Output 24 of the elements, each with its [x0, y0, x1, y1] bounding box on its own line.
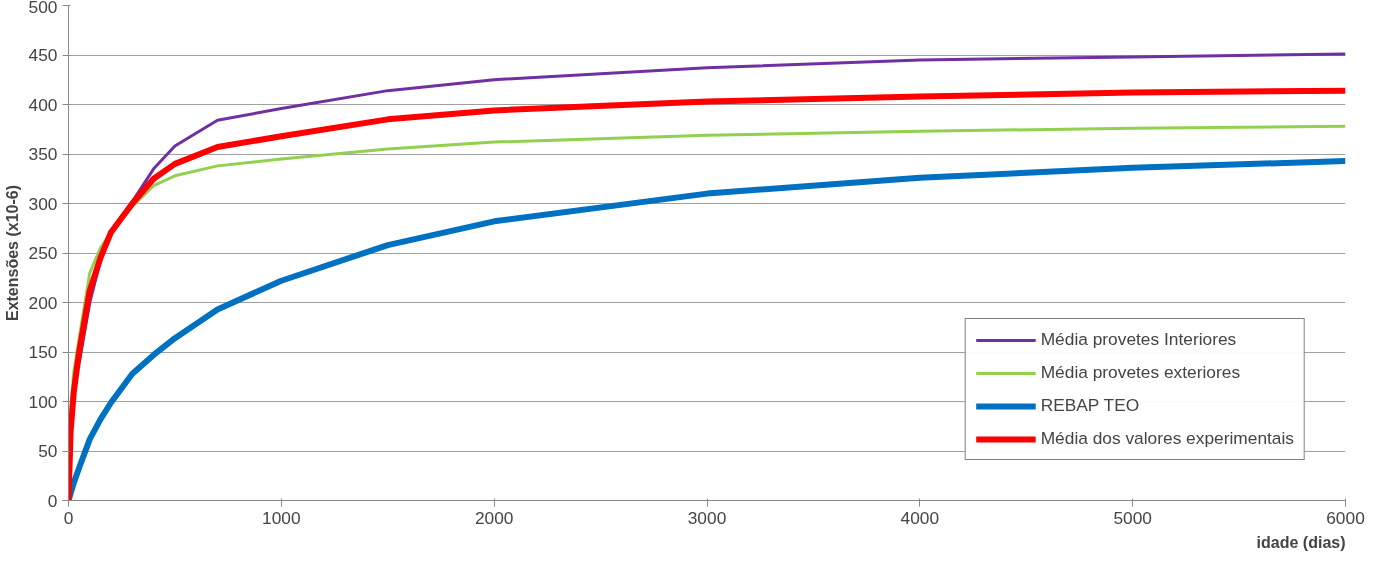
y-tick-label: 150	[28, 342, 58, 362]
y-tick-label: 100	[28, 391, 58, 412]
x-tick-label: 4000	[900, 507, 940, 528]
y-tick-label: 450	[28, 45, 58, 65]
y-tick-label: 500	[28, 0, 58, 17]
y-axis-title: Extensões (x10-6)	[3, 184, 21, 322]
legend-label: REBAP TEO	[1040, 395, 1140, 416]
x-tick-label: 2000	[474, 507, 514, 528]
legend-label: Média provetes exteriores	[1040, 362, 1241, 383]
legend-label: Média dos valores experimentais	[1040, 428, 1294, 449]
y-tick-label: 200	[28, 292, 58, 313]
y-tick-label: 350	[28, 144, 58, 164]
x-axis-title: idade (dias)	[1256, 533, 1346, 551]
x-tick-label: 1000	[262, 507, 301, 528]
x-tick-label: 5000	[1113, 507, 1152, 528]
y-tick-label: 0	[47, 490, 58, 511]
y-tick-label: 300	[28, 193, 58, 214]
x-tick-label: 0	[63, 507, 74, 528]
legend-label: Média provetes Interiores	[1040, 329, 1237, 350]
y-tick-label: 250	[28, 243, 58, 263]
x-tick-label: 3000	[687, 507, 727, 528]
y-tick-label: 50	[38, 441, 58, 461]
x-tick-label: 6000	[1326, 507, 1365, 528]
y-tick-label: 400	[28, 94, 58, 115]
